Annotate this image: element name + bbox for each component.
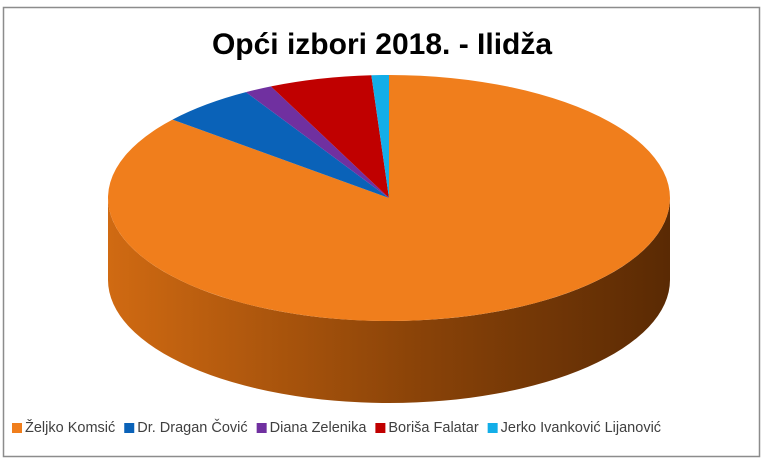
pie-slice [172, 92, 389, 198]
legend-swatch [124, 423, 135, 433]
legend-label: Dr. Dragan Čović [137, 419, 247, 436]
pie-slice [270, 75, 389, 198]
legend-swatch [12, 423, 22, 433]
legend: Željko Komsić Dr. Dragan Čović Diana Zelen… [12, 419, 661, 436]
pie-slice [371, 75, 389, 198]
pie [107, 75, 670, 403]
pie-slice [245, 86, 389, 198]
legend-label: Jerko Ivanković Lijanović [501, 420, 661, 436]
legend-swatch [256, 423, 267, 433]
legend-label: Diana Zelenika [270, 420, 368, 436]
legend-label: Boriša Falatar [388, 420, 478, 436]
chart-title: Opći izbori 2018. - Ilidža [212, 28, 552, 61]
legend-swatch [487, 423, 498, 433]
legend-label: Željko Komsić [25, 419, 115, 436]
pie-side [108, 198, 670, 403]
legend-swatch [375, 423, 386, 433]
